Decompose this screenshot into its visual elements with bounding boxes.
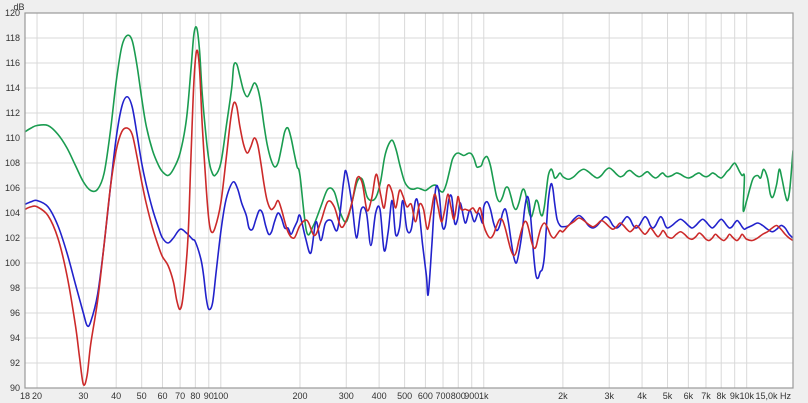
svg-text:98: 98 (10, 283, 20, 293)
svg-text:600: 600 (418, 391, 433, 401)
svg-text:900: 900 (464, 391, 479, 401)
svg-text:60: 60 (157, 391, 167, 401)
svg-text:20: 20 (32, 391, 42, 401)
svg-text:7k: 7k (701, 391, 711, 401)
svg-text:3k: 3k (604, 391, 614, 401)
svg-text:96: 96 (10, 308, 20, 318)
svg-text:1k: 1k (479, 391, 489, 401)
svg-text:106: 106 (5, 183, 20, 193)
svg-text:10k: 10k (739, 391, 754, 401)
svg-text:102: 102 (5, 233, 20, 243)
svg-text:30: 30 (78, 391, 88, 401)
svg-text:15,0k Hz: 15,0k Hz (755, 391, 791, 401)
svg-text:100: 100 (5, 258, 20, 268)
svg-text:92: 92 (10, 358, 20, 368)
svg-text:9k: 9k (730, 391, 740, 401)
svg-text:dB: dB (13, 2, 24, 12)
svg-text:112: 112 (6, 108, 20, 118)
svg-text:6k: 6k (684, 391, 694, 401)
svg-text:100: 100 (213, 391, 228, 401)
svg-text:114: 114 (6, 83, 20, 93)
svg-text:400: 400 (372, 391, 387, 401)
svg-text:118: 118 (6, 33, 20, 43)
svg-text:116: 116 (6, 58, 20, 68)
svg-text:4k: 4k (637, 391, 647, 401)
svg-text:70: 70 (175, 391, 185, 401)
svg-text:104: 104 (5, 208, 20, 218)
svg-text:50: 50 (137, 391, 147, 401)
svg-text:110: 110 (6, 133, 20, 143)
svg-text:2k: 2k (558, 391, 568, 401)
svg-text:94: 94 (10, 333, 20, 343)
svg-text:90: 90 (10, 383, 20, 393)
svg-text:200: 200 (292, 391, 307, 401)
svg-text:80: 80 (190, 391, 200, 401)
svg-text:40: 40 (111, 391, 121, 401)
svg-text:18: 18 (20, 391, 30, 401)
svg-text:500: 500 (397, 391, 412, 401)
svg-text:700: 700 (436, 391, 451, 401)
svg-text:90: 90 (204, 391, 214, 401)
svg-text:300: 300 (339, 391, 354, 401)
svg-text:108: 108 (5, 158, 20, 168)
svg-text:8k: 8k (716, 391, 726, 401)
svg-text:5k: 5k (663, 391, 673, 401)
